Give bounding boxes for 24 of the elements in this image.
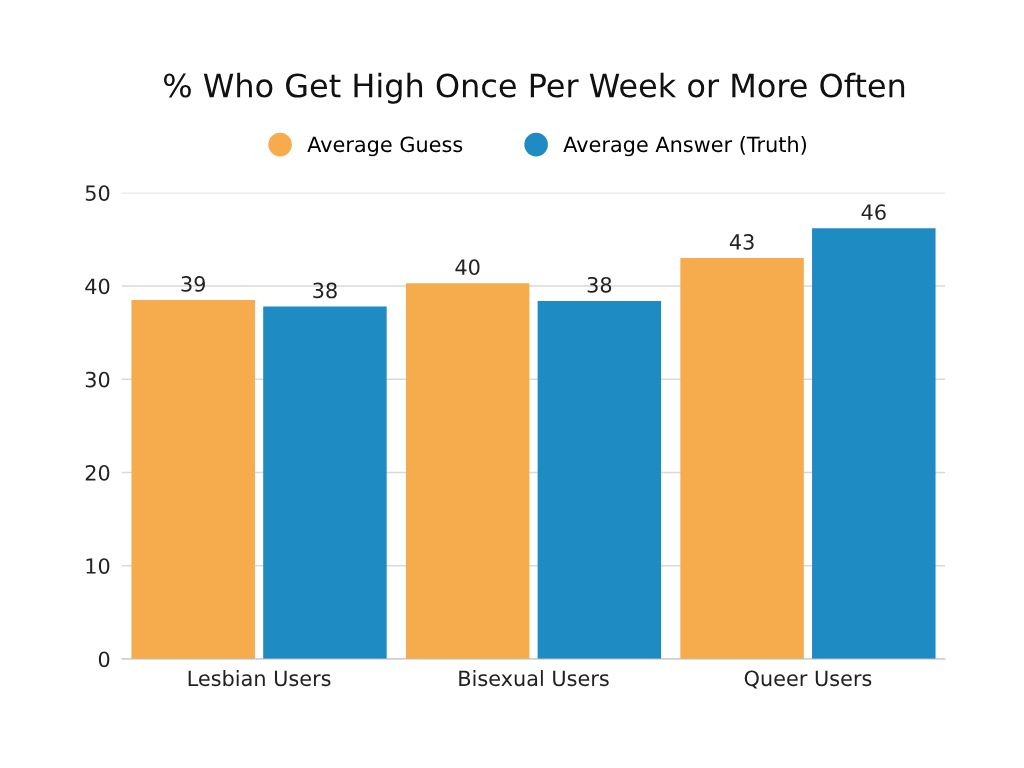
x-tick-label: Lesbian Users — [188, 670, 331, 687]
data-label: 38 — [313, 282, 337, 299]
y-tick-label: 40 — [85, 278, 110, 295]
legend-label: Average Answer (Truth) — [563, 136, 806, 157]
y-tick-label: 20 — [85, 464, 110, 481]
legend-label: Average Guess — [307, 136, 463, 157]
data-label: 46 — [861, 204, 886, 220]
x-tick-label: Queer Users — [744, 670, 872, 689]
bar — [537, 300, 662, 659]
x-tick-label: Bisexual Users — [459, 670, 609, 687]
y-tick-label: 0 — [98, 651, 110, 668]
bar — [812, 228, 936, 659]
bar — [263, 306, 387, 659]
chart-title: % Who Get High Once Per Week or More Often — [164, 72, 905, 104]
data-label: 40 — [455, 259, 480, 275]
data-label: 39 — [181, 276, 205, 292]
data-label: 38 — [587, 276, 612, 293]
bar — [680, 258, 804, 659]
data-label: 43 — [729, 234, 754, 250]
y-tick-label: 10 — [86, 558, 110, 574]
y-tick-label: 30 — [85, 371, 110, 388]
y-tick-label: 50 — [85, 185, 110, 201]
bar — [405, 283, 530, 659]
bar — [131, 299, 255, 659]
